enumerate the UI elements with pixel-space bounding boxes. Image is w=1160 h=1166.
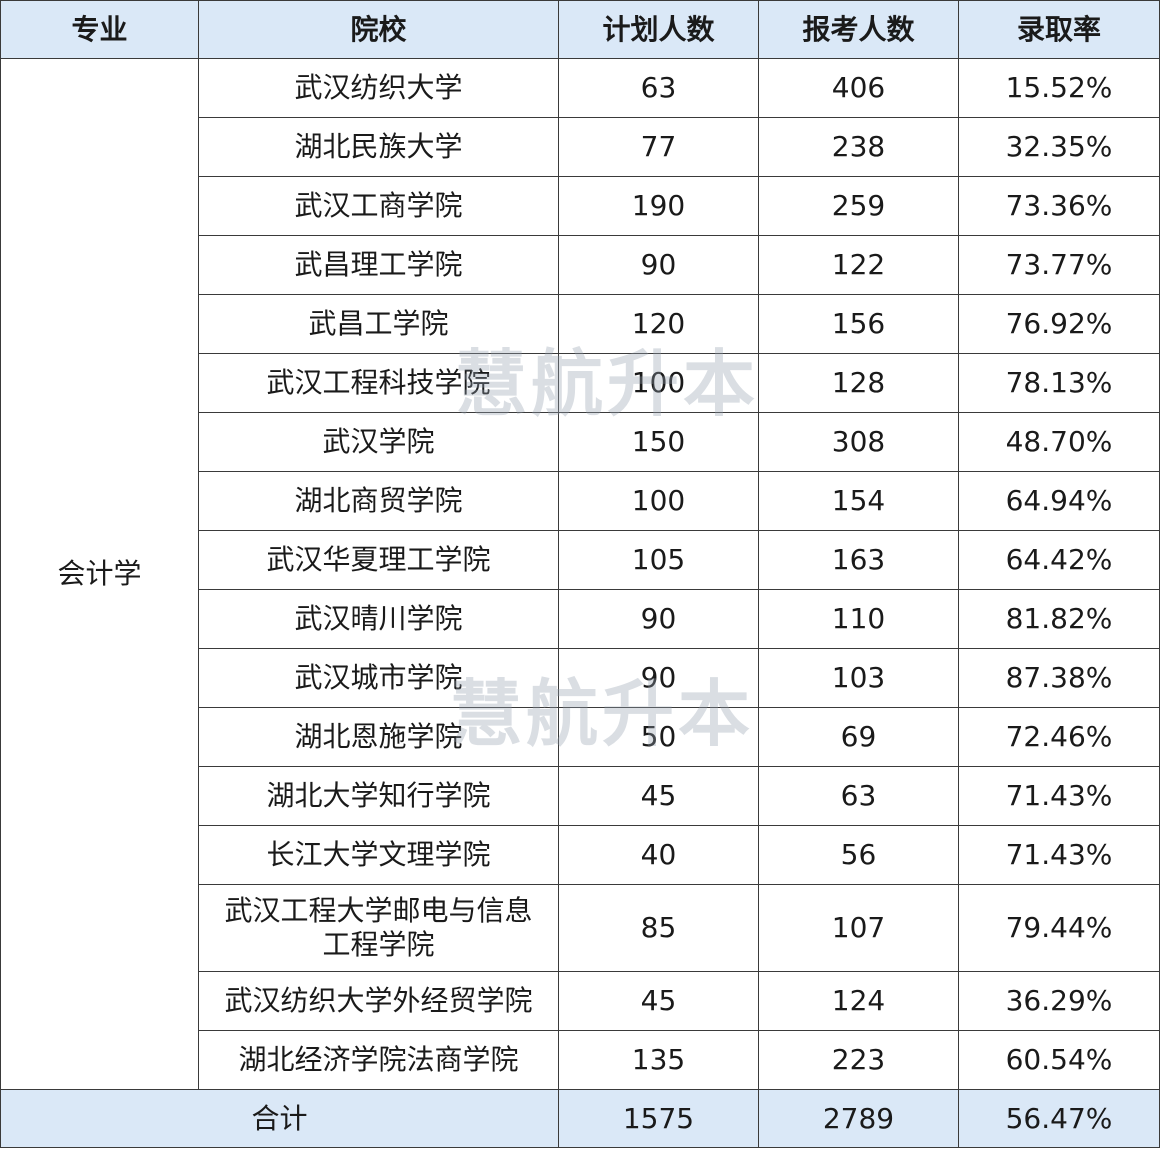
rate-cell: 71.43% bbox=[958, 766, 1160, 826]
school-cell: 湖北商贸学院 bbox=[198, 471, 559, 531]
rate-cell: 78.13% bbox=[958, 353, 1160, 413]
rate-cell: 87.38% bbox=[958, 648, 1160, 708]
header-cell: 专业 bbox=[0, 0, 199, 59]
plan-cell: 100 bbox=[558, 471, 759, 531]
table-row: 湖北大学知行学院 45 63 71.43% bbox=[1, 766, 1160, 826]
table-row: 会计学 武汉纺织大学 63 406 15.52% bbox=[0, 58, 1160, 1090]
rate-cell: 81.82% bbox=[958, 589, 1160, 649]
applicants-cell: 406 bbox=[758, 58, 959, 118]
rate-cell: 60.54% bbox=[958, 1030, 1160, 1090]
rate-cell: 32.35% bbox=[958, 117, 1160, 177]
rate-cell: 79.44% bbox=[958, 884, 1160, 972]
school-cell: 湖北大学知行学院 bbox=[198, 766, 559, 826]
applicants-cell: 63 bbox=[758, 766, 959, 826]
header-cell: 计划人数 bbox=[558, 0, 759, 59]
school-cell: 湖北民族大学 bbox=[198, 117, 559, 177]
plan-cell: 63 bbox=[558, 58, 759, 118]
rate-cell: 71.43% bbox=[958, 825, 1160, 885]
applicants-cell: 128 bbox=[758, 353, 959, 413]
school-cell: 湖北经济学院法商学院 bbox=[198, 1030, 559, 1090]
applicants-cell: 223 bbox=[758, 1030, 959, 1090]
school-cell: 武汉城市学院 bbox=[198, 648, 559, 708]
school-cell: 长江大学文理学院 bbox=[198, 825, 559, 885]
plan-cell: 150 bbox=[558, 412, 759, 472]
table-row: 武昌工学院 120 156 76.92% bbox=[1, 294, 1160, 354]
table-row: 湖北商贸学院 100 154 64.94% bbox=[1, 471, 1160, 531]
table-body: 会计学 武汉纺织大学 63 406 15.52% 湖北民族大学 77 238 32.35% 武汉工… bbox=[0, 58, 1160, 1148]
table-row: 湖北经济学院法商学院 135 223 60.54% bbox=[1, 1030, 1160, 1090]
rate-cell: 64.42% bbox=[958, 530, 1160, 590]
rate-cell: 76.92% bbox=[958, 294, 1160, 354]
table-row: 武汉晴川学院 90 110 81.82% bbox=[1, 589, 1160, 649]
rate-cell: 73.77% bbox=[958, 235, 1160, 295]
total-plan: 1575 bbox=[558, 1089, 759, 1148]
total-rate: 56.47% bbox=[958, 1089, 1160, 1148]
plan-cell: 90 bbox=[558, 235, 759, 295]
school-cell: 武汉纺织大学 bbox=[198, 58, 559, 118]
applicants-cell: 122 bbox=[758, 235, 959, 295]
plan-cell: 40 bbox=[558, 825, 759, 885]
table-row: 武汉工程大学邮电与信息工程学院 85 107 79.44% bbox=[1, 884, 1160, 972]
table-row: 武汉城市学院 90 103 87.38% bbox=[1, 648, 1160, 708]
plan-cell: 90 bbox=[558, 589, 759, 649]
plan-cell: 50 bbox=[558, 707, 759, 767]
school-cell: 武汉晴川学院 bbox=[198, 589, 559, 649]
plan-cell: 120 bbox=[558, 294, 759, 354]
table-row: 武汉工程科技学院 100 128 78.13% bbox=[1, 353, 1160, 413]
header-cell: 录取率 bbox=[958, 0, 1160, 59]
table-row: 武昌理工学院 90 122 73.77% bbox=[1, 235, 1160, 295]
plan-cell: 105 bbox=[558, 530, 759, 590]
applicants-cell: 156 bbox=[758, 294, 959, 354]
school-cell: 武汉工程大学邮电与信息工程学院 bbox=[198, 884, 559, 972]
school-cell: 武昌工学院 bbox=[198, 294, 559, 354]
plan-cell: 190 bbox=[558, 176, 759, 236]
applicants-cell: 103 bbox=[758, 648, 959, 708]
header-cell: 报考人数 bbox=[758, 0, 959, 59]
applicants-cell: 308 bbox=[758, 412, 959, 472]
applicants-cell: 124 bbox=[758, 971, 959, 1031]
rate-cell: 48.70% bbox=[958, 412, 1160, 472]
school-cell: 武汉工商学院 bbox=[198, 176, 559, 236]
total-applicants: 2789 bbox=[758, 1089, 959, 1148]
school-cell: 武汉学院 bbox=[198, 412, 559, 472]
total-row: 合计 1575 2789 56.47% bbox=[0, 1089, 1160, 1148]
total-label: 合计 bbox=[0, 1089, 559, 1148]
plan-cell: 77 bbox=[558, 117, 759, 177]
school-cell: 武汉华夏理工学院 bbox=[198, 530, 559, 590]
school-cell: 武汉工程科技学院 bbox=[198, 353, 559, 413]
applicants-cell: 154 bbox=[758, 471, 959, 531]
plan-cell: 45 bbox=[558, 971, 759, 1031]
rate-cell: 36.29% bbox=[958, 971, 1160, 1031]
table-row: 湖北恩施学院 50 69 72.46% bbox=[1, 707, 1160, 767]
school-cell: 武汉纺织大学外经贸学院 bbox=[198, 971, 559, 1031]
table-row: 武汉纺织大学外经贸学院 45 124 36.29% bbox=[1, 971, 1160, 1031]
plan-cell: 135 bbox=[558, 1030, 759, 1090]
major-cell: 会计学 bbox=[0, 58, 199, 1090]
school-cell: 湖北恩施学院 bbox=[198, 707, 559, 767]
applicants-cell: 163 bbox=[758, 530, 959, 590]
table-row: 武汉学院 150 308 48.70% bbox=[1, 412, 1160, 472]
header-cell: 院校 bbox=[198, 0, 559, 59]
rate-cell: 15.52% bbox=[958, 58, 1160, 118]
applicants-cell: 56 bbox=[758, 825, 959, 885]
plan-cell: 90 bbox=[558, 648, 759, 708]
table-row: 武汉工商学院 190 259 73.36% bbox=[1, 176, 1160, 236]
applicants-cell: 110 bbox=[758, 589, 959, 649]
rate-cell: 64.94% bbox=[958, 471, 1160, 531]
header-row: 专业 院校 计划人数 报考人数 录取率 bbox=[0, 0, 1160, 59]
applicants-cell: 238 bbox=[758, 117, 959, 177]
rate-cell: 72.46% bbox=[958, 707, 1160, 767]
plan-cell: 85 bbox=[558, 884, 759, 972]
school-cell: 武昌理工学院 bbox=[198, 235, 559, 295]
plan-cell: 45 bbox=[558, 766, 759, 826]
applicants-cell: 69 bbox=[758, 707, 959, 767]
applicants-cell: 107 bbox=[758, 884, 959, 972]
rate-cell: 73.36% bbox=[958, 176, 1160, 236]
plan-cell: 100 bbox=[558, 353, 759, 413]
applicants-cell: 259 bbox=[758, 176, 959, 236]
